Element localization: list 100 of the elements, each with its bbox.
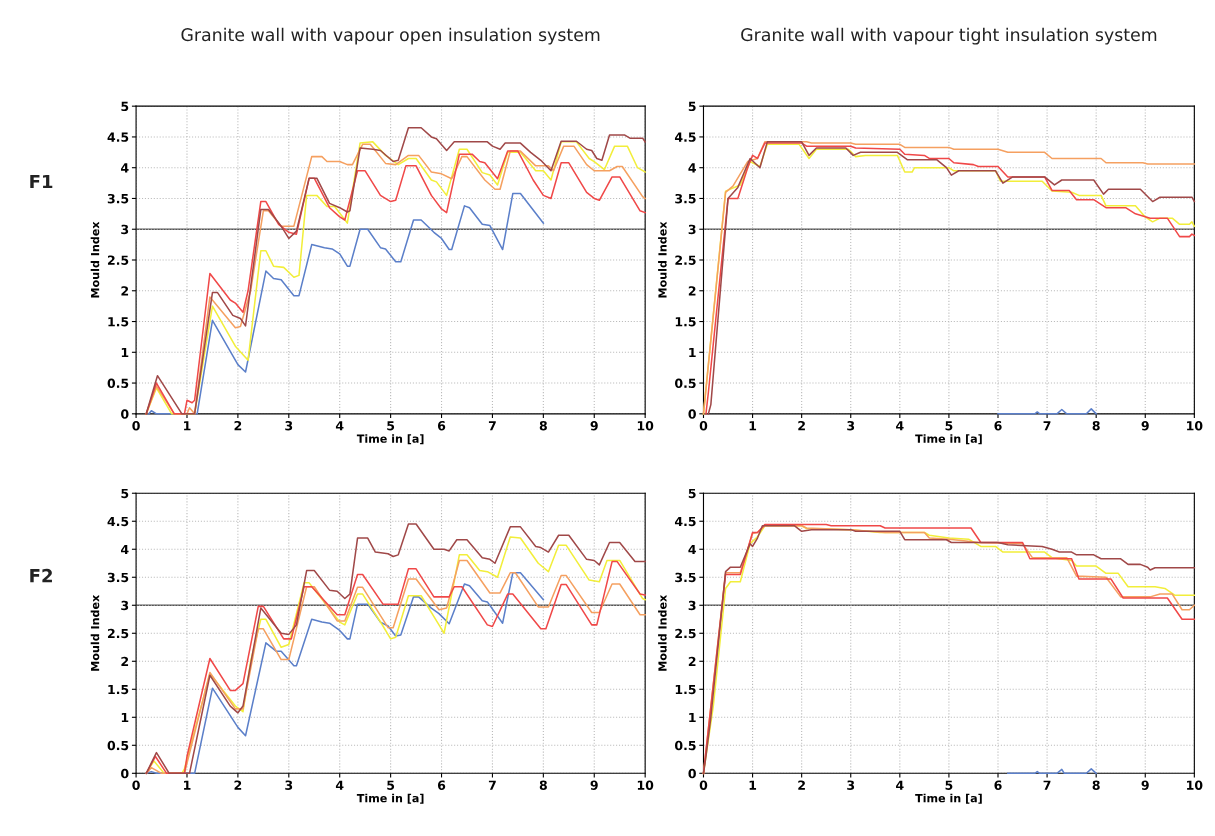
y-tick-label: 4	[688, 163, 696, 173]
x-axis-title: Time in [a]	[356, 434, 424, 445]
x-tick-label: 6	[994, 780, 1002, 790]
x-tick-label: 5	[387, 780, 395, 790]
y-tick-label: 5	[688, 488, 696, 499]
y-tick-label: 1	[121, 347, 129, 358]
y-tick-label: 0.5	[107, 740, 129, 751]
y-tick-label: 2.5	[107, 255, 129, 265]
y-tick-label: 2	[688, 656, 696, 667]
x-tick-label: 1	[184, 780, 191, 790]
y-tick-label: 4	[121, 544, 129, 554]
x-tick-label: 7	[488, 421, 496, 431]
x-axis-title: Time in [a]	[915, 793, 982, 804]
y-tick-label: 0	[688, 409, 696, 419]
y-tick-label: 1.5	[675, 317, 696, 327]
x-tick-label: 3	[285, 420, 293, 431]
text: F2	[30, 568, 52, 583]
x-tick-label: 2	[234, 420, 242, 431]
line-series	[145, 572, 545, 775]
y-tick-label: 1	[121, 712, 129, 723]
x-tick-label: 2	[798, 780, 805, 790]
y-axis-title: Mould Index	[658, 221, 667, 298]
y-tick-label: 3	[121, 224, 129, 235]
x-tick-label: 4	[335, 421, 344, 431]
y-axis-title: Mould Index	[658, 594, 667, 671]
x-tick-label: 3	[847, 420, 855, 431]
x-tick-label: 8	[539, 780, 547, 790]
x-tick-label: 1	[184, 421, 191, 431]
x-tick-label: 0	[132, 420, 140, 431]
y-tick-label: 0.5	[675, 378, 696, 388]
x-tick-label: 0	[132, 780, 140, 790]
y-tick-label: 3	[688, 224, 696, 235]
x-tick-label: 5	[945, 421, 953, 431]
y-tick-label: 1	[689, 712, 696, 723]
x-tick-label: 4	[335, 780, 344, 790]
x-tick-label: 5	[387, 421, 395, 431]
y-tick-label: 0.5	[107, 378, 129, 388]
x-tick-label: 9	[1141, 780, 1149, 790]
x-tick-label: 6	[994, 421, 1002, 431]
x-tick-label: 7	[1043, 780, 1051, 790]
y-axis-title: Mould Index	[90, 594, 100, 671]
y-tick-label: 4.5	[674, 516, 696, 527]
y-tick-label: 5	[121, 101, 129, 112]
y-tick-label: 0	[121, 409, 129, 419]
y-tick-label: 3.5	[675, 193, 696, 204]
chart-title: Granite wall with vapour open insulation system	[181, 27, 600, 45]
y-tick-label: 2	[121, 286, 129, 296]
y-tick-label: 0	[121, 768, 129, 779]
y-tick-label: 1.5	[108, 684, 129, 695]
text: F1	[30, 174, 53, 189]
x-tick-label: 7	[1043, 421, 1051, 431]
y-tick-label: 1.5	[108, 317, 129, 327]
x-tick-label: 6	[437, 421, 446, 431]
y-tick-label: 2.5	[107, 628, 129, 639]
y-tick-label: 2.5	[675, 628, 696, 639]
y-tick-label: 4	[121, 163, 129, 173]
y-tick-label: 3.5	[675, 572, 696, 583]
x-tick-label: 2	[798, 420, 805, 431]
x-tick-label: 10	[637, 420, 654, 431]
x-tick-label: 2	[234, 780, 242, 790]
x-tick-label: 9	[590, 421, 598, 431]
x-tick-label: 6	[437, 780, 446, 790]
y-tick-label: 4.5	[674, 132, 696, 142]
y-axis-title: Mould Index	[90, 221, 100, 298]
y-tick-label: 0.5	[675, 740, 696, 751]
x-tick-label: 4	[896, 421, 904, 431]
x-tick-label: 7	[488, 780, 496, 790]
y-tick-label: 5	[688, 101, 696, 112]
x-tick-label: 5	[945, 780, 953, 790]
y-tick-label: 3	[121, 600, 129, 611]
chart-title: Granite wall with vapour tight insulation system	[741, 27, 1157, 45]
x-tick-label: 9	[1141, 421, 1149, 431]
x-tick-label: 1	[749, 780, 757, 790]
x-axis-title: Time in [a]	[356, 793, 424, 804]
x-tick-label: 10	[1187, 780, 1203, 790]
x-tick-label: 3	[847, 780, 855, 790]
y-tick-label: 2.5	[675, 255, 696, 265]
y-tick-label: 3.5	[107, 572, 129, 583]
y-tick-label: 4.5	[107, 132, 129, 142]
x-tick-label: 10	[637, 780, 654, 790]
y-tick-label: 3.5	[107, 193, 129, 204]
y-tick-label: 2	[688, 286, 696, 296]
y-tick-label: 4	[688, 544, 696, 554]
y-tick-label: 2	[121, 656, 129, 667]
y-tick-label: 4.5	[107, 516, 129, 527]
x-tick-label: 3	[285, 780, 293, 790]
y-tick-label: 1.5	[675, 684, 696, 695]
x-tick-label: 8	[539, 420, 547, 431]
x-axis-title: Time in [a]	[915, 434, 982, 445]
x-tick-label: 0	[699, 420, 708, 431]
y-tick-label: 1	[689, 347, 696, 358]
x-tick-label: 10	[1187, 420, 1203, 431]
x-tick-label: 8	[1092, 420, 1100, 431]
x-tick-label: 0	[699, 780, 708, 790]
line-series	[148, 192, 545, 415]
y-tick-label: 0	[688, 768, 696, 779]
y-tick-label: 5	[121, 488, 129, 499]
x-tick-label: 1	[749, 421, 757, 431]
x-tick-label: 8	[1092, 780, 1100, 790]
y-tick-label: 3	[688, 600, 696, 611]
